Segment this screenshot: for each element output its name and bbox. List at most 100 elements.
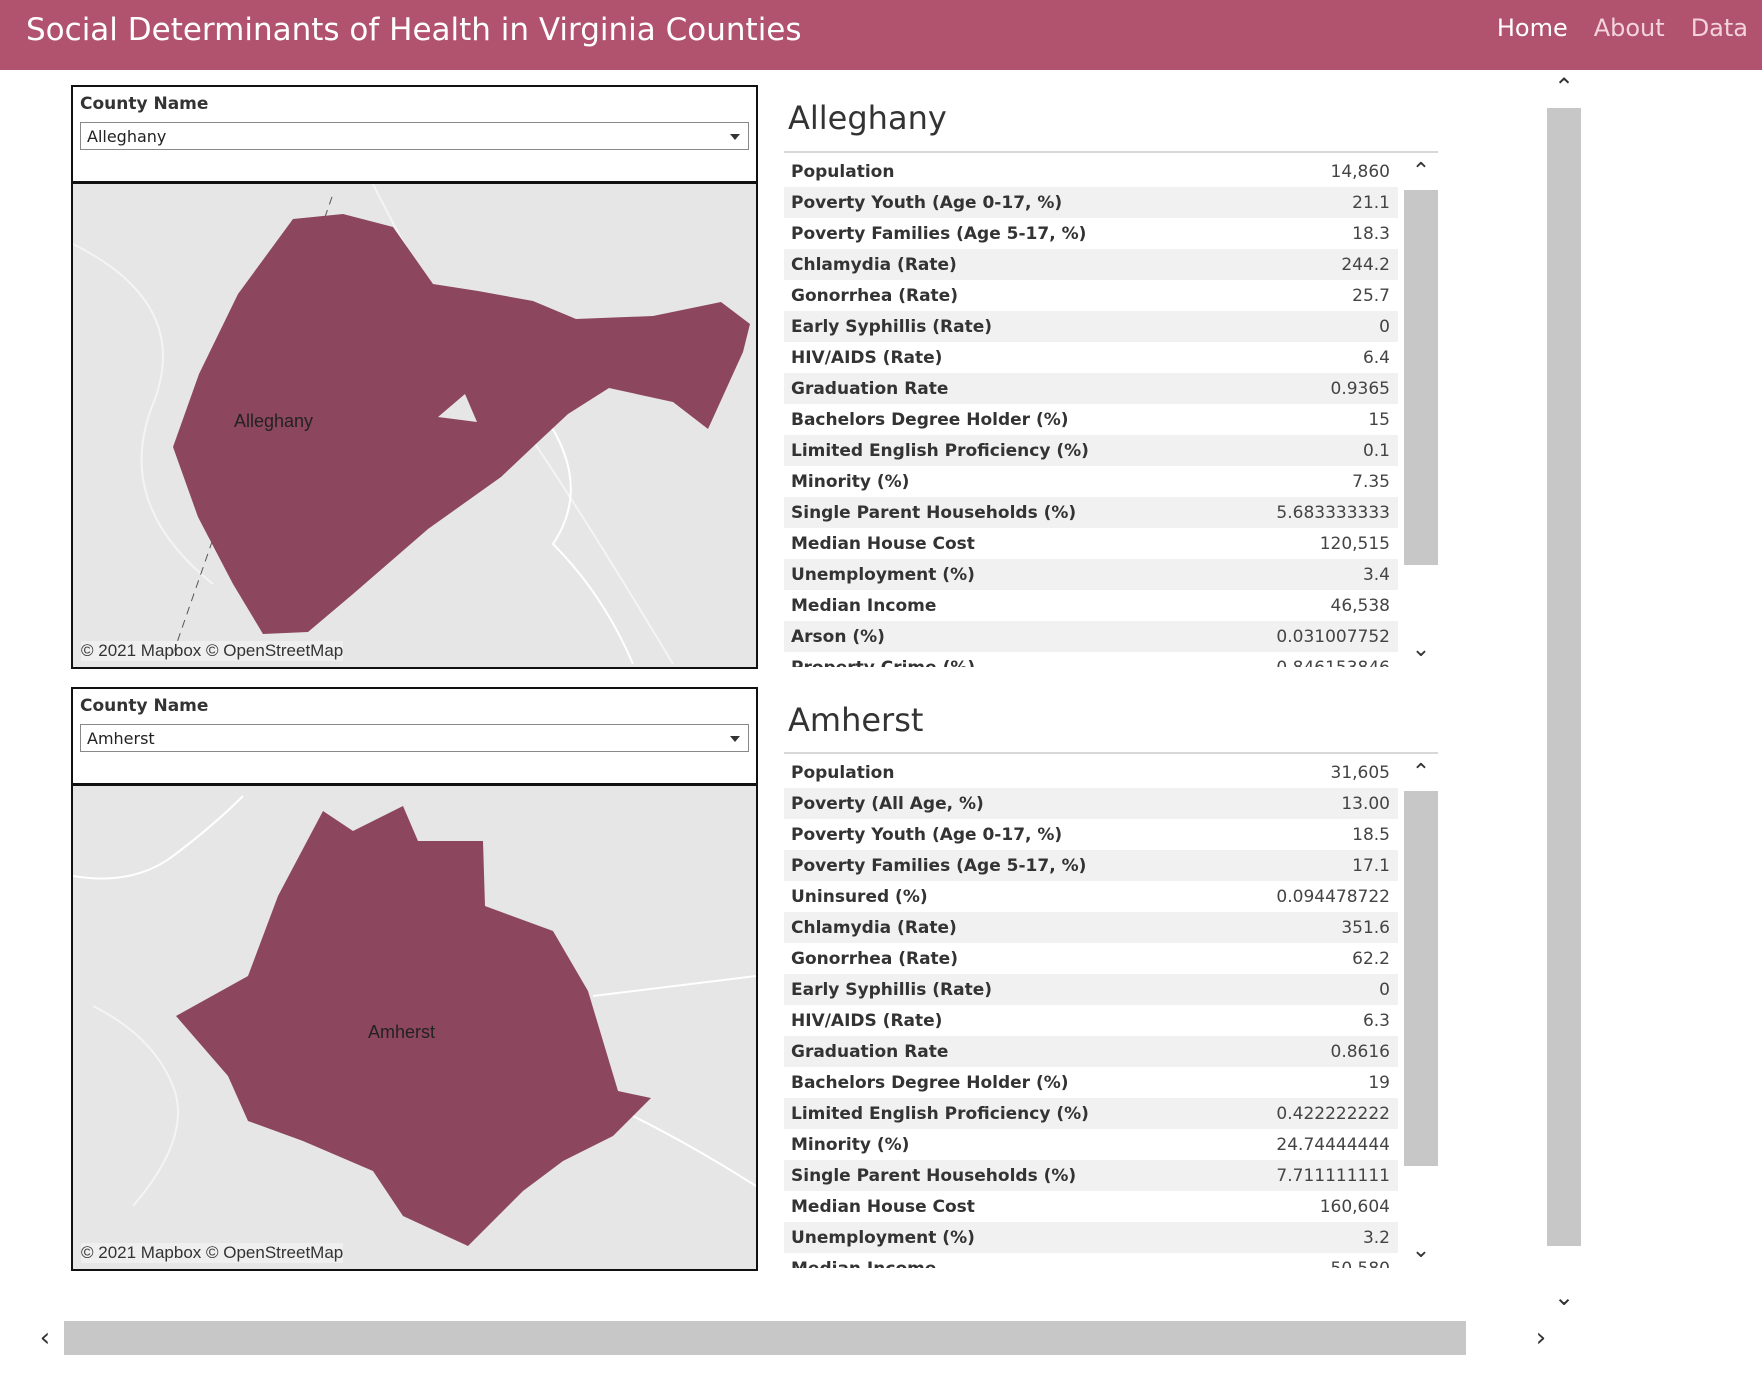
chevron-down-icon[interactable]: ⌄ xyxy=(1411,1237,1431,1263)
county-shape xyxy=(173,214,750,634)
county-panel-2: County Name Amherst Amherst © 2021 Mapbo… xyxy=(71,687,758,1271)
stat-label: HIV/AIDS (Rate) xyxy=(791,347,943,368)
table-row: HIV/AIDS (Rate) 6.4 xyxy=(784,342,1398,373)
scrollbar-thumb[interactable] xyxy=(1404,190,1438,565)
stat-label: Arson (%) xyxy=(791,626,885,647)
stat-value: 0.846153846 xyxy=(1276,658,1390,668)
table-row: Chlamydia (Rate) 351.6 xyxy=(784,912,1398,943)
county-map[interactable]: Amherst © 2021 Mapbox © OpenStreetMap xyxy=(73,786,756,1269)
table-row: Limited English Proficiency (%) 0.4222222… xyxy=(784,1098,1398,1129)
chevron-left-icon[interactable]: ‹ xyxy=(39,1323,51,1353)
county-stats-table-1: Population 14,860 Poverty Youth (Age 0-17,… xyxy=(784,151,1438,667)
stat-value: 25.7 xyxy=(1352,285,1390,306)
county-panel-1: County Name Alleghany Alleghany © 2021 M… xyxy=(71,85,758,669)
stat-label: Uninsured (%) xyxy=(791,886,928,907)
table-row: Median Income 50,580 xyxy=(784,1253,1398,1269)
stat-label: Population xyxy=(791,161,895,182)
stat-label: Chlamydia (Rate) xyxy=(791,917,957,938)
county-filter: County Name Amherst xyxy=(73,689,756,786)
county-filter-label: County Name xyxy=(80,94,209,114)
county-select-dropdown[interactable]: Alleghany xyxy=(80,122,749,150)
table-row: Poverty Families (Age 5-17, %) 18.3 xyxy=(784,218,1398,249)
stat-value: 120,515 xyxy=(1319,533,1390,554)
stat-value: 50,580 xyxy=(1331,1259,1390,1269)
map-canvas xyxy=(73,795,756,1246)
table-row: Early Syphillis (Rate) 0 xyxy=(784,311,1398,342)
nav-data-link[interactable]: Data xyxy=(1690,14,1748,42)
stat-label: Single Parent Households (%) xyxy=(791,1165,1077,1186)
stat-value: 0.9365 xyxy=(1330,378,1390,399)
stat-value: 0 xyxy=(1379,316,1390,337)
table-row: Poverty Youth (Age 0-17, %) 18.5 xyxy=(784,819,1398,850)
county-title-2: Amherst xyxy=(788,701,924,739)
table-row: Unemployment (%) 3.2 xyxy=(784,1222,1398,1253)
table-row: Limited English Proficiency (%) 0.1 xyxy=(784,435,1398,466)
table-row: Median Income 46,538 xyxy=(784,590,1398,621)
scrollbar-thumb[interactable] xyxy=(1404,791,1438,1166)
stat-value: 3.2 xyxy=(1362,1227,1390,1248)
county-filter: County Name Alleghany xyxy=(73,87,756,184)
stat-value: 0.422222222 xyxy=(1276,1103,1390,1124)
stat-label: Unemployment (%) xyxy=(791,1227,975,1248)
county-stats-table-2: Population 31,605 Poverty (All Age, %) 13.0… xyxy=(784,752,1438,1268)
stat-value: 0.8616 xyxy=(1330,1041,1390,1062)
table-row: HIV/AIDS (Rate) 6.3 xyxy=(784,1005,1398,1036)
page-horizontal-scrollbar[interactable]: ‹ › xyxy=(26,1319,1582,1357)
stat-value: 17.1 xyxy=(1352,855,1390,876)
table-row: Single Parent Households (%) 7.711111111 xyxy=(784,1160,1398,1191)
chevron-up-icon[interactable]: ⌃ xyxy=(1411,759,1431,785)
stat-value: 15 xyxy=(1368,409,1390,430)
stat-label: Median Income xyxy=(791,1259,936,1269)
stat-label: Early Syphillis (Rate) xyxy=(791,979,992,1000)
stat-value: 19 xyxy=(1368,1072,1390,1093)
county-select-dropdown[interactable]: Amherst xyxy=(80,724,749,752)
nav-about-link[interactable]: About xyxy=(1593,14,1665,42)
stat-label: Population xyxy=(791,762,895,783)
page-scrollbar-thumb[interactable] xyxy=(1547,108,1581,1246)
stat-value: 46,538 xyxy=(1330,595,1390,616)
stat-label: Median House Cost xyxy=(791,1196,975,1217)
chevron-up-icon[interactable]: ⌃ xyxy=(1411,158,1431,184)
stat-label: Minority (%) xyxy=(791,1134,910,1155)
chevron-down-icon xyxy=(730,134,740,140)
map-canvas xyxy=(73,184,750,665)
stat-value: 6.4 xyxy=(1362,347,1390,368)
table-row: Arson (%) 0.031007752 xyxy=(784,621,1398,652)
stat-value: 3.4 xyxy=(1362,564,1390,585)
table-row: Graduation Rate 0.9365 xyxy=(784,373,1398,404)
stat-label: Limited English Proficiency (%) xyxy=(791,440,1089,461)
stat-label: Bachelors Degree Holder (%) xyxy=(791,409,1069,430)
nav-home-link[interactable]: Home xyxy=(1496,14,1568,42)
stat-label: Single Parent Households (%) xyxy=(791,502,1077,523)
stat-value: 62.2 xyxy=(1352,948,1390,969)
chevron-down-icon[interactable]: ⌄ xyxy=(1553,1283,1575,1311)
table-row: Early Syphillis (Rate) 0 xyxy=(784,974,1398,1005)
table-row: Poverty (All Age, %) 13.00 xyxy=(784,788,1398,819)
stat-label: Property Crime (%) xyxy=(791,658,975,668)
nav-links: Home About Data xyxy=(1497,14,1748,42)
stat-value: 244.2 xyxy=(1341,254,1390,275)
page-vertical-scrollbar[interactable]: ⌃ ⌄ xyxy=(1546,70,1582,1320)
county-title-1: Alleghany xyxy=(788,99,947,137)
stat-label: Gonorrhea (Rate) xyxy=(791,948,958,969)
chevron-down-icon[interactable]: ⌄ xyxy=(1411,636,1431,662)
stat-value: 13.00 xyxy=(1341,793,1390,814)
stat-value: 21.1 xyxy=(1352,192,1390,213)
table-row: Median House Cost 120,515 xyxy=(784,528,1398,559)
county-filter-label: County Name xyxy=(80,696,209,716)
chevron-down-icon xyxy=(730,736,740,742)
table-row: Gonorrhea (Rate) 62.2 xyxy=(784,943,1398,974)
stat-label: Median Income xyxy=(791,595,937,616)
stat-value: 18.3 xyxy=(1352,223,1390,244)
page-hscroll-thumb[interactable] xyxy=(64,1321,1466,1355)
table-scrollbar[interactable]: ⌃ ⌄ xyxy=(1400,754,1438,1268)
table-row: Poverty Families (Age 5-17, %) 17.1 xyxy=(784,850,1398,881)
stat-value: 31,605 xyxy=(1330,762,1390,783)
chevron-right-icon[interactable]: › xyxy=(1535,1323,1547,1353)
table-scrollbar[interactable]: ⌃ ⌄ xyxy=(1400,153,1438,667)
stat-label: Gonorrhea (Rate) xyxy=(791,285,958,306)
chevron-up-icon[interactable]: ⌃ xyxy=(1553,73,1575,101)
stat-value: 5.683333333 xyxy=(1276,502,1390,523)
county-map[interactable]: Alleghany © 2021 Mapbox © OpenStreetMap xyxy=(73,184,756,667)
stat-value: 6.3 xyxy=(1362,1010,1390,1031)
